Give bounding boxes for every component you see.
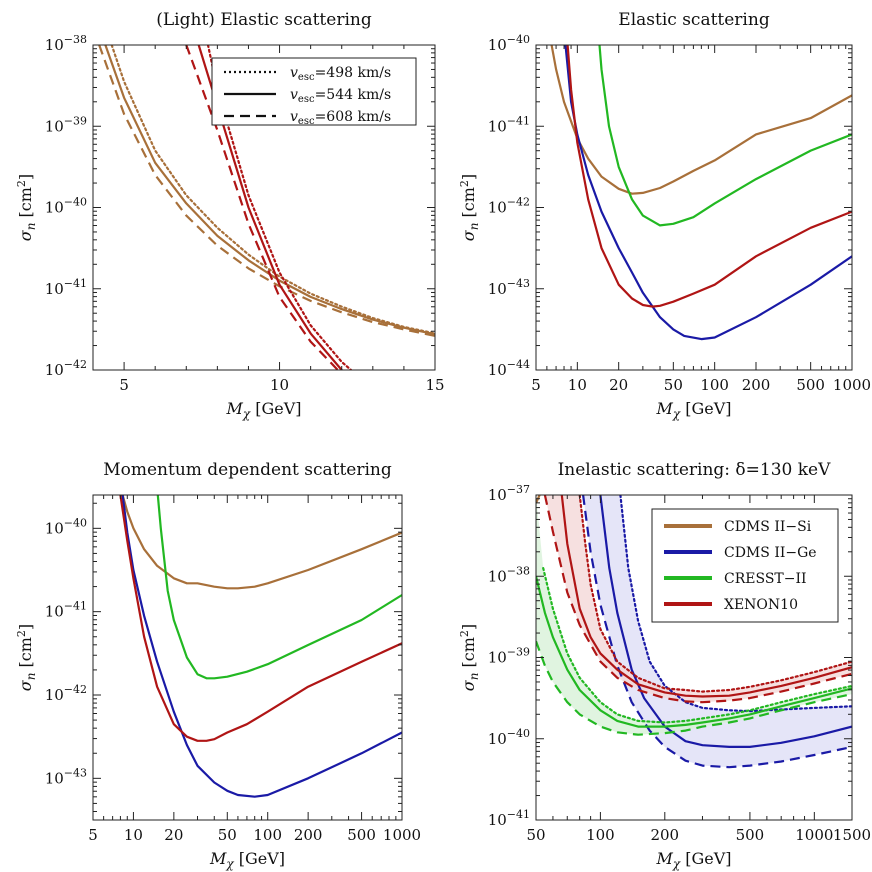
chart-panel-2: Elastic scattering Mχ [GeV] σn [cm2] 10−44 1… [458,10,871,421]
x-tick-label: 1000 [795,826,833,844]
series-line [619,495,852,713]
legend-experiments: CDMS II−Si CDMS II−Ge CRESST−II XENON10 [651,508,839,623]
x-tick-label: 500 [796,376,825,394]
band-cdms_ge [583,495,852,768]
y-tick-label: 10−43 [488,277,530,298]
x-tick-label: 500 [736,826,765,844]
series-line [599,495,852,748]
y-tick-label: 10−43 [45,766,87,787]
x-tick-label: 1500 [833,826,871,844]
x-tick-label: 100 [586,826,615,844]
x-tick-label: 10 [124,826,143,844]
x-tick-label: 20 [609,376,628,394]
x-axis-label: Mχ [GeV] [209,849,285,871]
series-line [156,495,402,680]
series-line [560,495,852,698]
legend-label: CDMS II−Ge [724,545,817,561]
y-axis-label: σn [cm2] [458,174,481,241]
x-tick-label: 50 [218,826,237,844]
chart-panel-3: Momentum dependent scattering Mχ [GeV] σn … [15,460,421,871]
chart-title: Elastic scattering [618,10,770,30]
chart-title: Inelastic scattering: δ=130 keV [558,460,832,480]
y-tick-label: 10−40 [45,516,87,537]
series-line [536,640,852,736]
legend-label: CDMS II−Si [724,519,812,535]
x-tick-label: 200 [650,826,679,844]
y-tick-label: 10−40 [45,196,87,217]
series-line [536,576,852,728]
x-tick-label: 5 [88,826,98,844]
y-tick-label: 10−40 [488,33,530,54]
y-tick-label: 10−44 [488,358,530,379]
y-tick-label: 10−42 [45,358,87,379]
series-line [550,45,852,195]
x-tick-label: 10 [270,376,289,394]
y-tick-label: 10−41 [488,114,530,135]
x-tick-label: 10 [568,376,587,394]
legend-box [211,57,417,126]
y-axis-label: σn [cm2] [15,174,38,241]
x-tick-label: 200 [294,826,323,844]
series-line [543,495,852,704]
y-axis-label: σn [cm2] [458,624,481,691]
plot-frame [92,494,403,821]
series-line [542,567,852,724]
x-tick-label: 20 [164,826,183,844]
chart-title: Momentum dependent scattering [103,460,392,480]
y-tick-label: 10−39 [45,114,87,135]
legend-label: vesc=544 km/s [290,87,391,105]
y-tick-label: 10−37 [488,483,530,504]
y-tick-label: 10−41 [45,277,87,298]
legend-label: XENON10 [724,597,798,613]
x-tick-label: 1000 [833,376,871,394]
band-xenon [544,495,852,703]
series-line [578,495,852,693]
x-axis-label: Mχ [GeV] [655,399,731,421]
y-tick-label: 10−41 [45,600,87,621]
plot-frame [535,44,853,371]
x-tick-label: 5 [119,376,129,394]
y-tick-label: 10−42 [45,683,87,704]
x-tick-label: 200 [742,376,771,394]
y-axis-label: σn [cm2] [15,624,38,691]
y-tick-label: 10−39 [488,646,530,667]
x-axis-label: Mχ [GeV] [225,399,301,421]
chart-panel-4: Inelastic scattering: δ=130 keV Mχ [GeV] σ… [458,460,871,871]
series-line [121,495,402,590]
series-line [582,495,852,769]
series-line [98,45,435,337]
legend-label: CRESST−II [724,571,807,587]
series-line [598,45,852,227]
x-tick-label: 50 [526,826,545,844]
y-tick-label: 10−38 [45,33,87,54]
series-line [564,45,852,341]
x-tick-label: 500 [347,826,376,844]
y-tick-label: 10−38 [488,564,530,585]
x-tick-label: 50 [664,376,683,394]
x-axis-label: Mχ [GeV] [655,849,731,871]
series-line [119,495,402,742]
x-tick-label: 100 [253,826,282,844]
series-line [104,45,435,336]
y-tick-label: 10−40 [488,727,530,748]
legend-label: vesc=498 km/s [290,65,391,83]
series-line [121,495,402,798]
y-tick-label: 10−42 [488,196,530,217]
legend-label: vesc=608 km/s [290,109,391,127]
x-tick-label: 15 [425,376,444,394]
x-tick-label: 1000 [383,826,421,844]
x-tick-label: 5 [531,376,541,394]
legend-vesc: vesc=498 km/s vesc=544 km/s vesc=608 km/s [211,57,417,127]
series-line [110,45,435,335]
series-line [566,45,852,308]
chart-title: (Light) Elastic scattering [156,10,372,30]
y-tick-label: 10−41 [488,808,530,829]
x-tick-label: 100 [700,376,729,394]
